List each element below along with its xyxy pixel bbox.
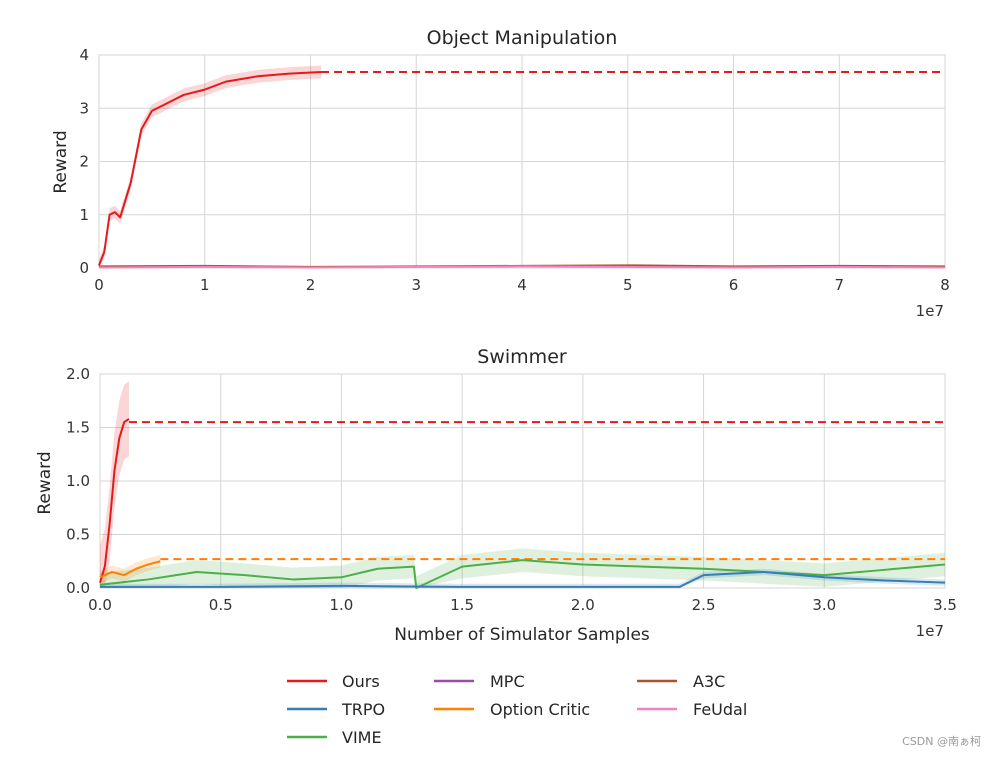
x-tick-label: 7 bbox=[834, 276, 844, 294]
legend-entry-ours: Ours bbox=[287, 672, 380, 691]
x-axis-label-2: Number of Simulator Samples bbox=[394, 625, 650, 645]
chart-title-1: Object Manipulation bbox=[427, 27, 618, 49]
x-ticks-2: 0.0 0.5 1.0 1.5 2.0 2.5 3.0 3.5 bbox=[88, 596, 957, 614]
legend-label-vime: VIME bbox=[342, 728, 382, 747]
x-tick-label: 6 bbox=[729, 276, 739, 294]
x-multiplier-1: 1e7 bbox=[916, 302, 944, 320]
watermark: CSDN @南ぁ柯 bbox=[902, 735, 981, 748]
x-tick-label: 5 bbox=[623, 276, 633, 294]
legend-entry-vime: VIME bbox=[287, 728, 382, 747]
x-tick-label: 0.5 bbox=[209, 596, 233, 614]
y-tick-label: 3 bbox=[79, 99, 89, 117]
x-tick-label: 3.5 bbox=[933, 596, 957, 614]
x-tick-label: 2 bbox=[306, 276, 316, 294]
y-tick-label: 0.0 bbox=[66, 579, 90, 597]
series-line-feudal bbox=[98, 265, 946, 269]
x-tick-label: 3 bbox=[411, 276, 421, 294]
legend-entry-feudal: FeUdal bbox=[637, 700, 747, 719]
legend-label-trpo: TRPO bbox=[341, 700, 385, 719]
x-ticks-1: 0 1 2 3 4 5 6 7 8 bbox=[94, 276, 950, 294]
x-tick-label: 8 bbox=[940, 276, 950, 294]
x-tick-label: 2.0 bbox=[571, 596, 595, 614]
y-ticks-2: 0.0 0.5 1.0 1.5 2.0 bbox=[66, 365, 90, 597]
y-tick-label: 4 bbox=[79, 46, 89, 64]
y-axis-label-2: Reward bbox=[35, 451, 55, 514]
x-tick-label: 1.0 bbox=[329, 596, 353, 614]
legend-entry-trpo: TRPO bbox=[287, 700, 385, 719]
y-tick-label: 2 bbox=[79, 153, 89, 171]
x-tick-label: 1 bbox=[200, 276, 210, 294]
legend-label-ours: Ours bbox=[342, 672, 380, 691]
y-tick-label: 0.5 bbox=[66, 526, 90, 544]
x-tick-label: 3.0 bbox=[812, 596, 836, 614]
y-tick-label: 1.5 bbox=[66, 419, 90, 437]
y-tick-label: 0 bbox=[79, 259, 89, 277]
series-line-option-critic bbox=[99, 560, 161, 579]
chart-title-2: Swimmer bbox=[477, 346, 567, 368]
y-tick-label: 2.0 bbox=[66, 365, 90, 383]
series-line-trpo bbox=[100, 570, 946, 588]
lines-2 bbox=[99, 418, 946, 589]
x-tick-label: 0 bbox=[94, 276, 104, 294]
series-line-ours bbox=[98, 71, 322, 266]
grid-2 bbox=[99, 373, 946, 589]
y-ticks-1: 0 1 2 3 4 bbox=[79, 46, 89, 277]
band-option-critic bbox=[100, 554, 161, 584]
x-tick-label: 0.0 bbox=[88, 596, 112, 614]
y-tick-label: 1.0 bbox=[66, 472, 90, 490]
y-tick-label: 1 bbox=[79, 206, 89, 224]
series-line-ours bbox=[99, 418, 130, 583]
x-tick-label: 4 bbox=[517, 276, 527, 294]
legend-entry-option-critic: Option Critic bbox=[434, 700, 590, 719]
legend-label-mpc: MPC bbox=[490, 672, 525, 691]
x-tick-label: 2.5 bbox=[692, 596, 716, 614]
y-axis-label-1: Reward bbox=[51, 130, 71, 193]
legend-entry-mpc: MPC bbox=[434, 672, 525, 691]
chart-object-manipulation: 0 1 2 3 4 5 6 7 8 0 1 2 3 4 Object Manipulation Rewa… bbox=[51, 27, 950, 320]
x-multiplier-2: 1e7 bbox=[916, 622, 944, 640]
lines-1 bbox=[98, 71, 946, 269]
legend-label-option-critic: Option Critic bbox=[490, 700, 590, 719]
x-tick-label: 1.5 bbox=[450, 596, 474, 614]
legend-label-a3c: A3C bbox=[693, 672, 725, 691]
legend-entry-a3c: A3C bbox=[637, 672, 725, 691]
legend-label-feudal: FeUdal bbox=[693, 700, 747, 719]
legend: Ours TRPO VIME MPC Option Critic A3C FeU… bbox=[287, 672, 747, 747]
chart-swimmer: 0.0 0.5 1.0 1.5 2.0 2.5 3.0 3.5 0.0 0.5 1.0 1.5 2.0… bbox=[35, 346, 957, 645]
